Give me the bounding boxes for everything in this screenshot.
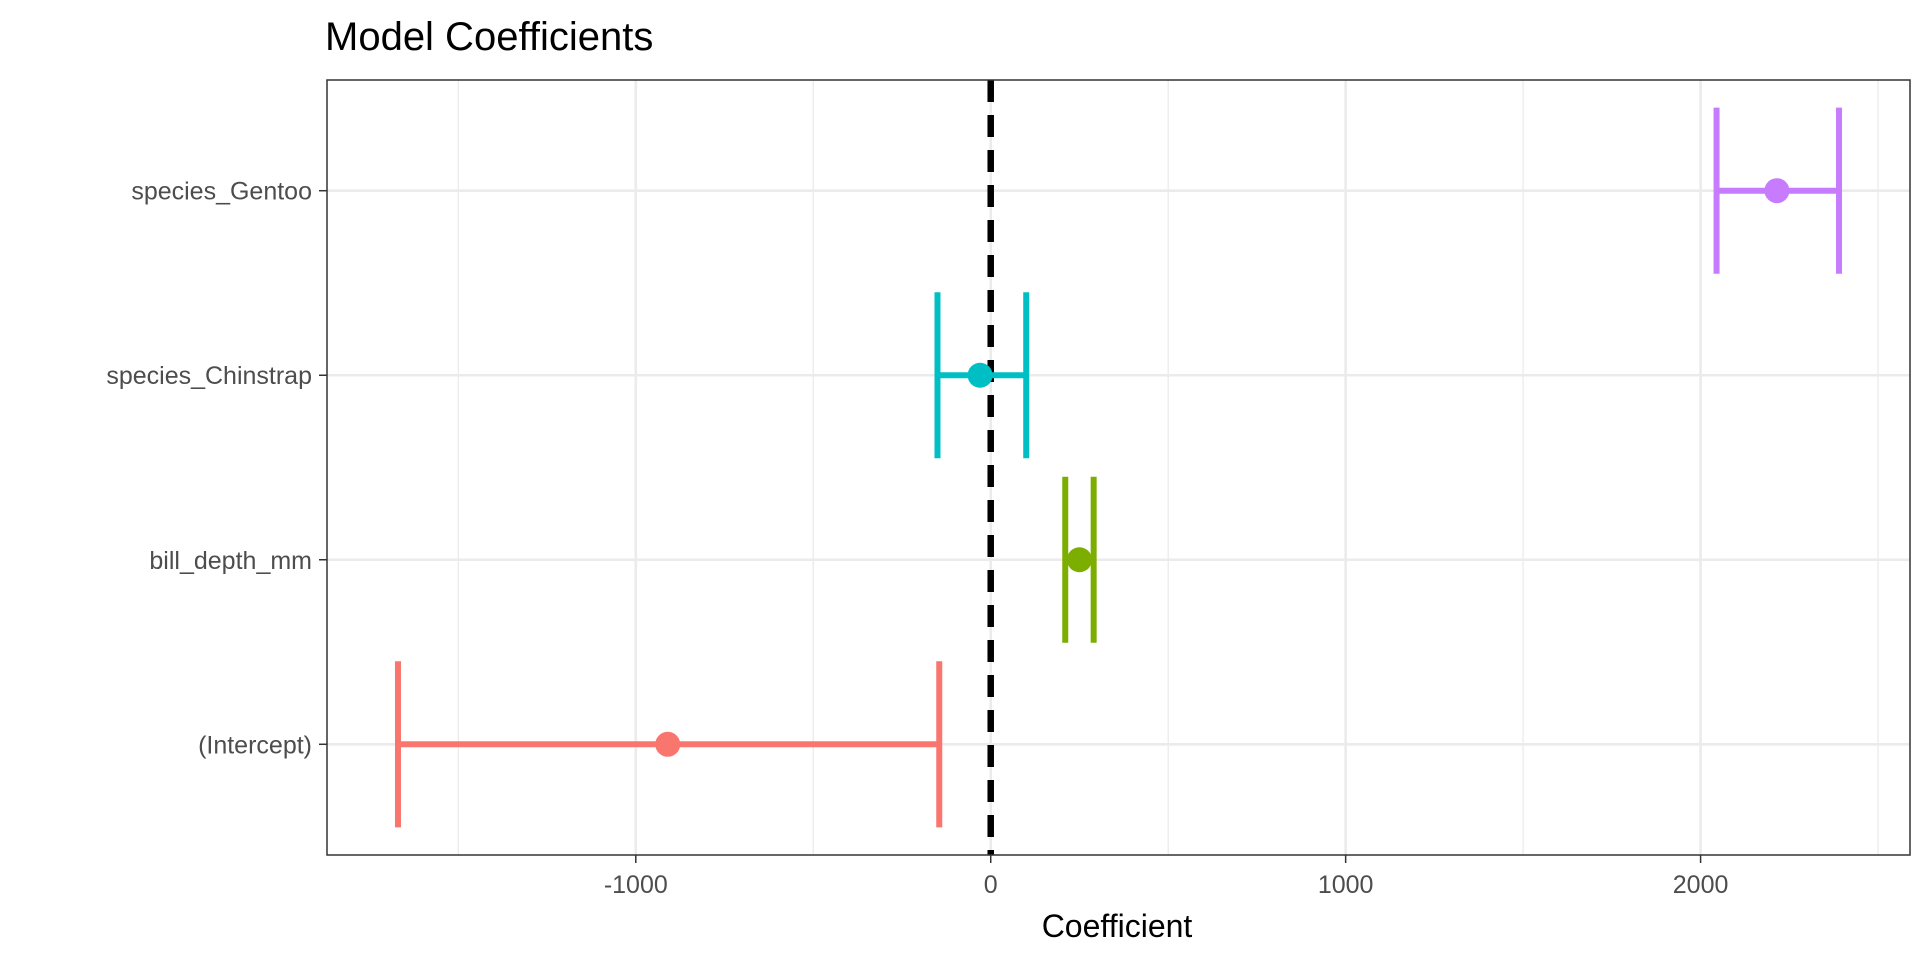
x-tick-label: 2000 (1673, 871, 1729, 899)
x-axis-title: Coefficient (1042, 908, 1193, 944)
x-tick-label: -1000 (604, 871, 668, 899)
estimate-point-species_Gentoo (1764, 178, 1790, 204)
estimate-point-species_Chinstrap (967, 362, 993, 388)
y-tick-label: species_Chinstrap (106, 362, 312, 390)
chart-title: Model Coefficients (325, 15, 653, 59)
estimate-point-(Intercept) (655, 731, 681, 757)
x-tick-label: 1000 (1318, 871, 1374, 899)
y-tick-label: (Intercept) (198, 731, 312, 759)
y-tick-label: species_Gentoo (131, 178, 312, 206)
y-tick-label: bill_depth_mm (149, 547, 312, 575)
plot-area: -1000 0 1000 2000 (Intercept) bill_depth_mm sp… (106, 79, 1911, 899)
estimate-point-bill_depth_mm (1066, 547, 1092, 573)
panel-border (326, 79, 1911, 856)
panel-background (327, 80, 1910, 855)
x-tick-label: 0 (984, 871, 998, 899)
